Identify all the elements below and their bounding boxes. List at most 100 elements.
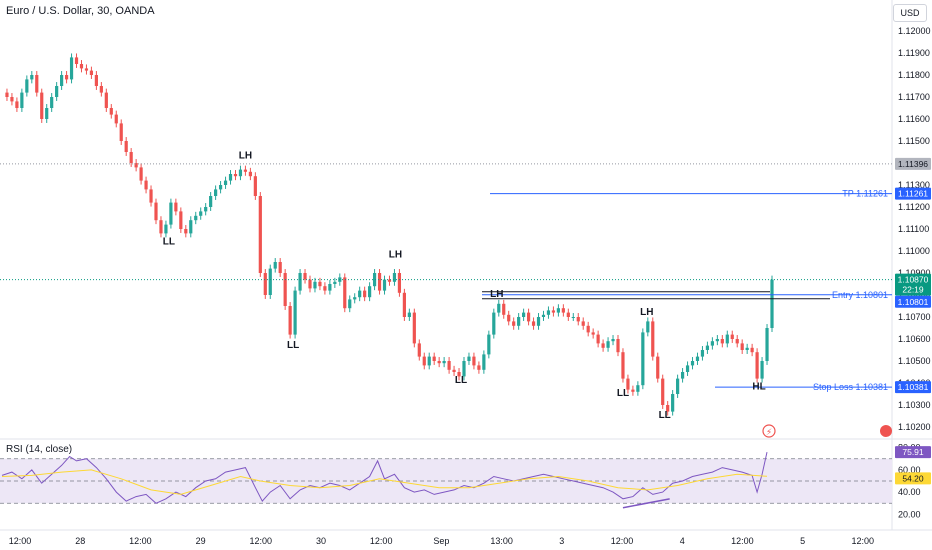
candle-body (343, 277, 347, 309)
price-tick-label: 1.11300 (898, 180, 930, 190)
candle-body (507, 314, 511, 322)
candle-body (243, 169, 248, 172)
candle-body (363, 290, 367, 298)
time-tick-label: 12:00 (370, 536, 393, 546)
price-tick-label: 1.11500 (898, 136, 930, 146)
candle-body (89, 70, 94, 75)
candle-body (55, 86, 59, 97)
candle-body (144, 180, 148, 190)
rsi-value-tag: 75.91 (902, 447, 924, 457)
candle-body (353, 297, 357, 300)
candle-body (199, 211, 203, 216)
time-tick-label: 5 (800, 536, 805, 546)
candle-body (84, 68, 89, 71)
current-price-tag: 1.10870 (898, 275, 929, 285)
candle-body (25, 79, 29, 93)
candle-body (273, 262, 277, 269)
candle-body (705, 345, 710, 350)
candle-body (536, 317, 541, 326)
price-tick-label: 1.11200 (898, 202, 930, 212)
candle-body (79, 64, 84, 69)
lightning-icon (762, 424, 776, 438)
candle-body (223, 180, 228, 185)
candle-body (194, 215, 198, 221)
price-tick-label: 1.12000 (898, 26, 931, 36)
price-axis[interactable]: 1.12000 1.11900 1.11800 1.11700 1.11600 1.115… (898, 26, 931, 432)
candle-body (60, 75, 64, 86)
candle-body (437, 361, 441, 364)
rsi-ma-line (1, 469, 768, 495)
candle-body (119, 123, 123, 141)
entry-label: Entry 1.10801 (832, 290, 888, 300)
price-tick-label: 1.11700 (898, 92, 930, 102)
structure-label: LH (389, 250, 402, 261)
candle-body (109, 108, 113, 115)
price-tick-label: 1.11000 (898, 246, 930, 256)
candle-body (725, 334, 729, 344)
candle-body (407, 312, 411, 317)
candle-body (179, 211, 183, 229)
candle-body (750, 347, 754, 353)
rsi-tick-label: 60.00 (898, 465, 921, 475)
candle-body (680, 372, 685, 379)
candle-body (581, 321, 585, 326)
tp-price-tag-bg (895, 187, 931, 200)
rsi-title[interactable]: RSI (14, close) (6, 444, 73, 455)
time-axis[interactable]: 12:00 28 12:00 29 12:00 30 12:00 Sep 13:00 3 12:00… (9, 536, 874, 546)
candle-body (596, 334, 600, 344)
candle-body (283, 273, 287, 306)
structure-labels-layer: LH LL LH LL LH LL LH LL LL HL ⚡ (163, 151, 892, 438)
candle-body (154, 202, 158, 221)
entry-price-tag: 1.10801 (898, 297, 929, 307)
ref-price-tag-bg (895, 157, 931, 170)
price-tick-label: 1.10600 (898, 334, 931, 344)
candle-body (526, 312, 531, 322)
candle-body (755, 352, 759, 379)
candle-body (15, 101, 19, 108)
candle-body (427, 356, 431, 366)
candle-body (661, 378, 665, 405)
rsi-value-tag-bg (895, 446, 931, 459)
candle-body (392, 273, 397, 282)
structure-label: LL (455, 375, 467, 386)
time-tick-label: 12:00 (731, 536, 754, 546)
candle-body (690, 361, 695, 366)
price-tick-label: 1.11600 (898, 114, 930, 124)
candle-body (139, 167, 143, 181)
candle-body (134, 163, 138, 168)
tp-price-tag: 1.11261 (898, 189, 928, 199)
candle-body (566, 312, 570, 317)
candle-body (551, 310, 556, 313)
candle-body (492, 312, 496, 335)
time-tick-label: 12:00 (611, 536, 634, 546)
candle-body (641, 332, 645, 386)
candle-body (293, 290, 297, 335)
candle-body (358, 290, 362, 298)
candle-body (676, 378, 680, 394)
candle-body (233, 174, 238, 177)
candle-body (268, 268, 272, 295)
candle-body (184, 229, 188, 234)
structure-label: LL (659, 410, 671, 421)
rsi-line (1, 451, 768, 504)
currency-selector[interactable]: USD (893, 4, 927, 22)
time-tick-label: 29 (196, 536, 206, 546)
candle-body (531, 321, 536, 326)
candle-body (616, 339, 620, 353)
stop-loss-price-tag-bg (895, 381, 931, 394)
candle-body (372, 273, 377, 287)
candle-body (397, 273, 402, 293)
divergence-line (622, 498, 670, 509)
grid-lines (0, 0, 932, 531)
candle-body (64, 75, 69, 80)
candle-body (497, 303, 501, 313)
symbol-title[interactable]: Euro / U.S. Dollar, 30, OANDA (6, 5, 155, 17)
time-tick-label: 12:00 (9, 536, 32, 546)
structure-label: LH (239, 151, 252, 162)
lightning-glyph: ⚡ (766, 428, 772, 438)
time-tick-label: 3 (559, 536, 564, 546)
candle-body (452, 369, 456, 372)
candle-body (278, 262, 282, 273)
